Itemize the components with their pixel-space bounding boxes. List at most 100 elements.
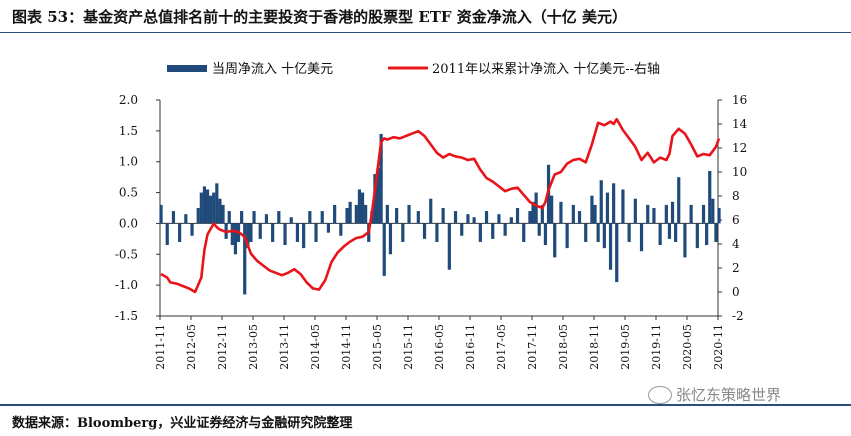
bar <box>605 192 610 224</box>
bar <box>360 192 365 224</box>
bar <box>333 204 337 224</box>
bar <box>407 204 411 224</box>
y-left-tick-label: -0.5 <box>115 247 138 261</box>
legend-bar-label: 当周净流入 十亿美元 <box>212 62 333 77</box>
bar <box>466 214 470 224</box>
y-right-tick-label: 8 <box>732 189 740 203</box>
bar <box>190 223 194 236</box>
footer-rule <box>0 404 851 406</box>
page-title: 图表 53：基金资产总值排名前十的主要投资于香港的股票型 ETF 资金净流入（十… <box>12 8 628 26</box>
bar <box>674 223 678 242</box>
watermark: 张忆东策略世界 <box>648 384 781 405</box>
bar <box>509 217 513 224</box>
bar <box>522 223 526 242</box>
bar <box>401 223 405 242</box>
y-left-tick-label: 0.5 <box>119 186 138 200</box>
bar <box>165 223 169 246</box>
bar <box>515 208 520 224</box>
bar <box>627 223 631 242</box>
bar <box>184 214 188 224</box>
bar <box>429 198 433 224</box>
x-tick-label: 2012-05 <box>185 324 198 370</box>
bar <box>379 133 383 224</box>
bar <box>230 223 234 246</box>
bar <box>670 201 675 224</box>
bar <box>537 223 541 236</box>
x-tick-label: 2020-05 <box>681 324 694 370</box>
bar <box>534 192 538 224</box>
x-tick-label: 2018-05 <box>557 324 570 370</box>
bar <box>416 211 420 224</box>
y-left-tick-label: -1.0 <box>115 278 138 292</box>
bar <box>227 211 231 224</box>
bar <box>246 223 250 249</box>
y-left-tick-label: 1.5 <box>119 124 138 138</box>
bar <box>376 167 380 224</box>
bar <box>503 223 507 236</box>
bar <box>658 223 662 246</box>
x-tick-label: 2013-05 <box>247 324 260 370</box>
bar-series <box>159 133 721 295</box>
bar <box>171 211 176 224</box>
bar <box>689 204 693 224</box>
bar <box>708 170 712 224</box>
bar <box>218 198 222 224</box>
bar <box>159 204 163 224</box>
bar <box>577 211 582 224</box>
bar <box>478 223 482 242</box>
bar <box>652 208 656 224</box>
x-tick-label: 2014-11 <box>340 324 353 370</box>
bar <box>196 208 200 224</box>
bar <box>199 192 203 224</box>
bar <box>249 223 253 242</box>
bar <box>711 198 715 224</box>
bar <box>385 204 389 224</box>
bar <box>484 211 489 224</box>
bar <box>283 223 287 246</box>
x-tick-label: 2014-05 <box>309 324 322 370</box>
chart: 当周净流入 十亿美元 2011年以来累计净流入 十亿美元--右轴 2.0 1.5 1… <box>115 62 748 370</box>
bar <box>277 211 281 224</box>
bar <box>705 223 709 246</box>
legend-line-label: 2011年以来累计净流入 十亿美元--右轴 <box>432 62 660 77</box>
x-tick-label: 2015-05 <box>371 324 384 370</box>
bar <box>258 223 262 239</box>
bar <box>382 223 386 276</box>
x-tick-label: 2016-11 <box>464 324 477 370</box>
y-right-tick-label: 6 <box>732 213 740 227</box>
bar <box>543 223 548 246</box>
bar <box>326 223 331 233</box>
bar <box>615 223 619 283</box>
bar <box>593 204 597 224</box>
x-tick-label: 2011-11 <box>154 324 167 370</box>
bar <box>608 223 613 270</box>
bar <box>422 223 427 239</box>
bar <box>559 201 563 224</box>
x-tick-label: 2015-11 <box>402 324 415 370</box>
bar <box>571 204 575 224</box>
cumulative-line <box>160 117 721 294</box>
y-left-tick-label: 1.0 <box>119 155 138 169</box>
bar <box>677 177 681 224</box>
x-tick-label: 2020-11 <box>712 324 725 370</box>
x-tick-label: 2019-05 <box>619 324 632 370</box>
bar <box>701 204 706 224</box>
bar <box>599 180 603 224</box>
bar <box>212 192 216 224</box>
y-right-tick-label: 10 <box>732 165 747 179</box>
bar <box>441 208 445 224</box>
bar <box>612 183 616 224</box>
bar <box>202 186 207 224</box>
bar <box>215 183 219 224</box>
bar <box>271 223 275 242</box>
bar <box>717 208 721 224</box>
y-right-tick-label: 12 <box>732 141 747 155</box>
y-right-tick-label: 0 <box>732 285 740 299</box>
bar <box>240 211 244 224</box>
bar <box>302 223 306 249</box>
bar <box>345 208 349 224</box>
x-tick-label: 2012-11 <box>216 324 229 370</box>
bar <box>320 211 324 224</box>
x-tick-label: 2017-11 <box>526 324 539 370</box>
y-left-tick-label: -1.5 <box>115 309 138 323</box>
